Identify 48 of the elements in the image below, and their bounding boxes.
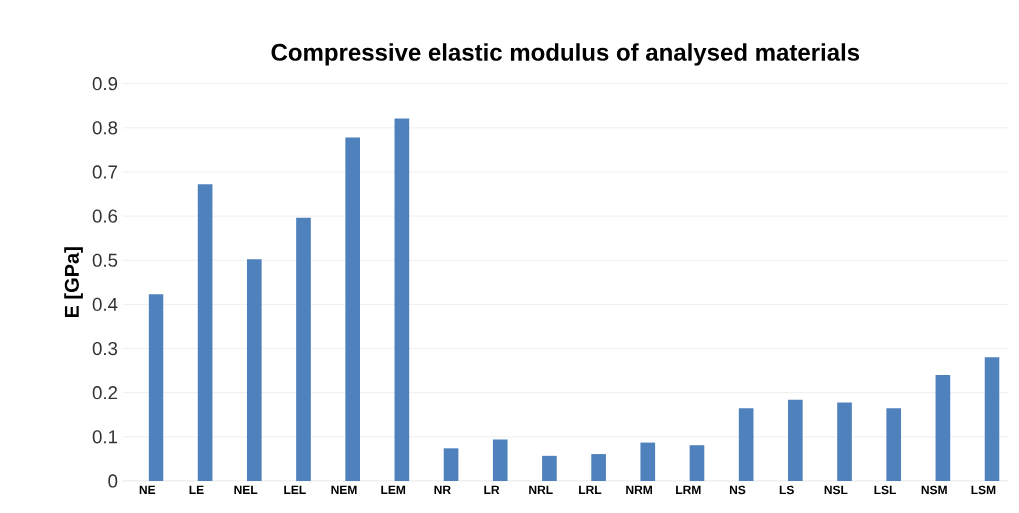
bar [689, 445, 705, 481]
x-tick-label: NRL [529, 485, 553, 494]
chart-title: Compressive elastic modulus of analysed materials [271, 43, 860, 66]
bar [738, 408, 754, 481]
bar [394, 118, 410, 481]
bar [148, 294, 164, 481]
bar [984, 357, 1000, 481]
x-tick-label: LE [189, 485, 204, 494]
bar [345, 137, 361, 481]
bar [443, 448, 459, 481]
bar [788, 399, 803, 481]
x-tick-label: LSM [971, 485, 996, 495]
x-tick-label: NE [139, 485, 156, 494]
x-tick-label: NS [729, 485, 746, 495]
y-tick-label: 0.8 [92, 121, 118, 135]
bar [837, 402, 852, 481]
x-tick-label: NSM [921, 485, 947, 495]
bar [246, 259, 262, 481]
x-tick-label: LSL [874, 485, 897, 495]
bar [492, 439, 508, 481]
x-tick-label: LRL [579, 485, 602, 494]
y-tick-label: 0.1 [92, 430, 118, 444]
x-tick-label: LRM [676, 485, 701, 494]
x-tick-label: NRM [626, 485, 652, 494]
y-tick-label: 0 [108, 474, 118, 488]
x-tick-label: NEM [331, 485, 357, 494]
y-axis-title: E [GPa] [64, 247, 83, 318]
y-tick-label: 0.3 [92, 341, 118, 356]
bar [886, 408, 902, 481]
bar [935, 375, 951, 481]
y-tick-label: 0.9 [92, 77, 118, 91]
x-tick-label: NEL [234, 485, 258, 494]
y-tick-label: 0.5 [92, 253, 118, 267]
y-tick-label: 0.4 [92, 297, 118, 312]
bar [591, 454, 606, 481]
y-tick-label: 0.2 [92, 386, 118, 400]
bar [296, 217, 311, 481]
x-tick-label: NSL [824, 485, 848, 495]
x-tick-label: LEM [381, 485, 406, 494]
bar [197, 184, 213, 481]
y-tick-label: 0.7 [92, 165, 118, 179]
bar [640, 442, 656, 481]
x-tick-label: LS [779, 485, 794, 495]
x-tick-label: NR [434, 485, 451, 494]
y-tick-label: 0.6 [92, 209, 118, 223]
x-tick-label: LEL [284, 485, 306, 494]
bar [542, 455, 557, 481]
x-tick-label: LR [484, 485, 500, 494]
